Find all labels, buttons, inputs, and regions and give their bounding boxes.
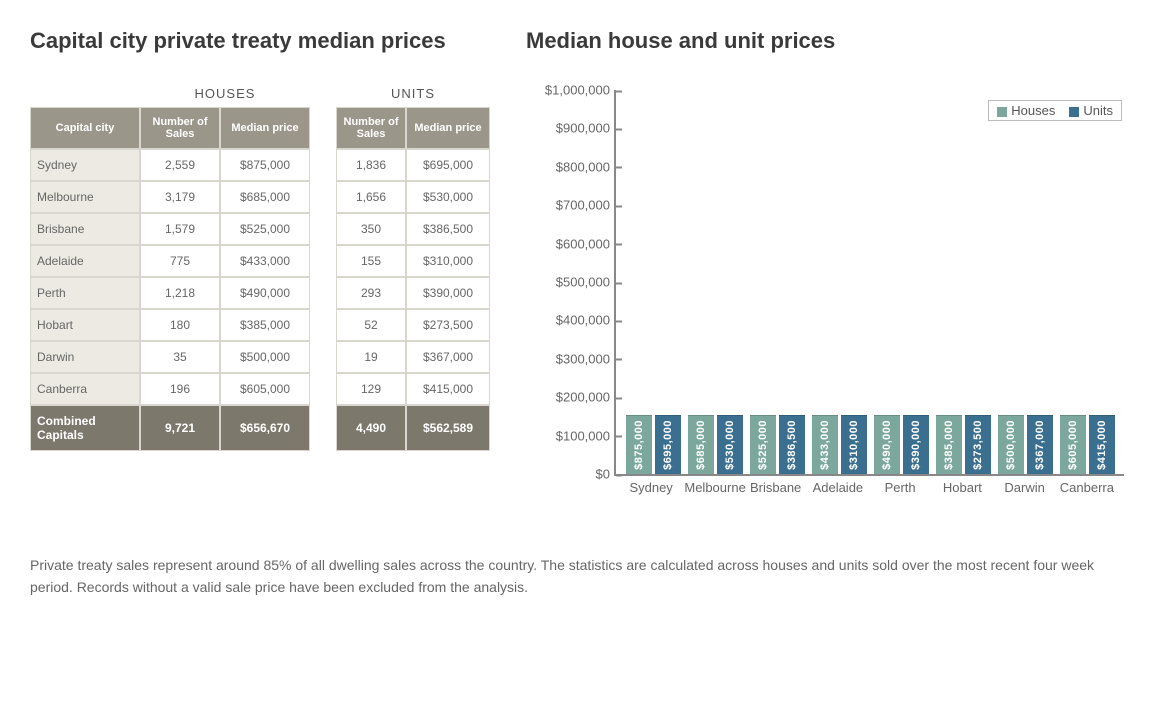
bar-units: $415,000 bbox=[1089, 415, 1115, 474]
col-units-median: Median price bbox=[406, 107, 490, 149]
table-row: Brisbane1,579$525,000350$386,500 bbox=[30, 213, 490, 245]
x-label: Sydney bbox=[622, 480, 680, 506]
table-row: Adelaide775$433,000155$310,000 bbox=[30, 245, 490, 277]
group-header-houses: HOUSES bbox=[140, 80, 310, 107]
bar-group: $500,000$367,000 bbox=[996, 415, 1054, 474]
y-tick: $100,000 bbox=[526, 428, 610, 443]
y-tick: $600,000 bbox=[526, 236, 610, 251]
footnote: Private treaty sales represent around 85… bbox=[30, 554, 1110, 599]
table-row: Hobart180$385,00052$273,500 bbox=[30, 309, 490, 341]
table-row: Canberra196$605,000129$415,000 bbox=[30, 373, 490, 405]
bar-units: $390,000 bbox=[903, 415, 929, 474]
table-row: Melbourne3,179$685,0001,656$530,000 bbox=[30, 181, 490, 213]
x-label: Canberra bbox=[1058, 480, 1116, 506]
bar-group: $875,000$695,000 bbox=[624, 415, 682, 474]
chart-title: Median house and unit prices bbox=[526, 28, 1130, 54]
y-tick: $200,000 bbox=[526, 390, 610, 405]
bar-group: $525,000$386,500 bbox=[748, 415, 806, 474]
bar-houses: $875,000 bbox=[626, 415, 652, 474]
y-tick: $800,000 bbox=[526, 159, 610, 174]
bar-units: $386,500 bbox=[779, 415, 805, 474]
col-city: Capital city bbox=[30, 107, 140, 149]
bar-units: $273,500 bbox=[965, 415, 991, 474]
price-table: HOUSES UNITS Capital city Number of Sale… bbox=[30, 80, 490, 451]
bar-units: $310,000 bbox=[841, 415, 867, 474]
x-label: Hobart bbox=[933, 480, 991, 506]
table-row: Sydney2,559$875,0001,836$695,000 bbox=[30, 149, 490, 181]
bar-group: $605,000$415,000 bbox=[1058, 415, 1116, 474]
bar-houses: $385,000 bbox=[936, 415, 962, 474]
x-label: Perth bbox=[871, 480, 929, 506]
bar-units: $367,000 bbox=[1027, 415, 1053, 474]
bar-group: $490,000$390,000 bbox=[872, 415, 930, 474]
bar-houses: $433,000 bbox=[812, 415, 838, 474]
bar-group: $433,000$310,000 bbox=[810, 415, 868, 474]
bar-units: $695,000 bbox=[655, 415, 681, 474]
x-label: Melbourne bbox=[684, 480, 742, 506]
bar-group: $685,000$530,000 bbox=[686, 415, 744, 474]
y-tick: $700,000 bbox=[526, 198, 610, 213]
bar-houses: $605,000 bbox=[1060, 415, 1086, 474]
table-row: Perth1,218$490,000293$390,000 bbox=[30, 277, 490, 309]
x-label: Adelaide bbox=[809, 480, 867, 506]
table-title: Capital city private treaty median price… bbox=[30, 28, 490, 54]
y-tick: $0 bbox=[526, 467, 610, 482]
y-tick: $900,000 bbox=[526, 121, 610, 136]
group-header-units: UNITS bbox=[336, 80, 490, 107]
col-houses-sales: Number of Sales bbox=[140, 107, 220, 149]
bar-houses: $500,000 bbox=[998, 415, 1024, 474]
col-houses-median: Median price bbox=[220, 107, 310, 149]
table-row: Darwin35$500,00019$367,000 bbox=[30, 341, 490, 373]
x-label: Darwin bbox=[996, 480, 1054, 506]
y-tick: $500,000 bbox=[526, 275, 610, 290]
y-tick: $300,000 bbox=[526, 351, 610, 366]
bar-houses: $685,000 bbox=[688, 415, 714, 474]
col-units-sales: Number of Sales bbox=[336, 107, 406, 149]
table-total-row: Combined Capitals 9,721 $656,670 4,490 $… bbox=[30, 405, 490, 451]
bar-group: $385,000$273,500 bbox=[934, 415, 992, 474]
y-tick: $1,000,000 bbox=[526, 83, 610, 98]
y-tick: $400,000 bbox=[526, 313, 610, 328]
bar-units: $530,000 bbox=[717, 415, 743, 474]
median-price-chart: Houses Units $875,000$695,000$685,000$53… bbox=[526, 80, 1130, 510]
bar-houses: $490,000 bbox=[874, 415, 900, 474]
bar-houses: $525,000 bbox=[750, 415, 776, 474]
x-label: Brisbane bbox=[747, 480, 805, 506]
